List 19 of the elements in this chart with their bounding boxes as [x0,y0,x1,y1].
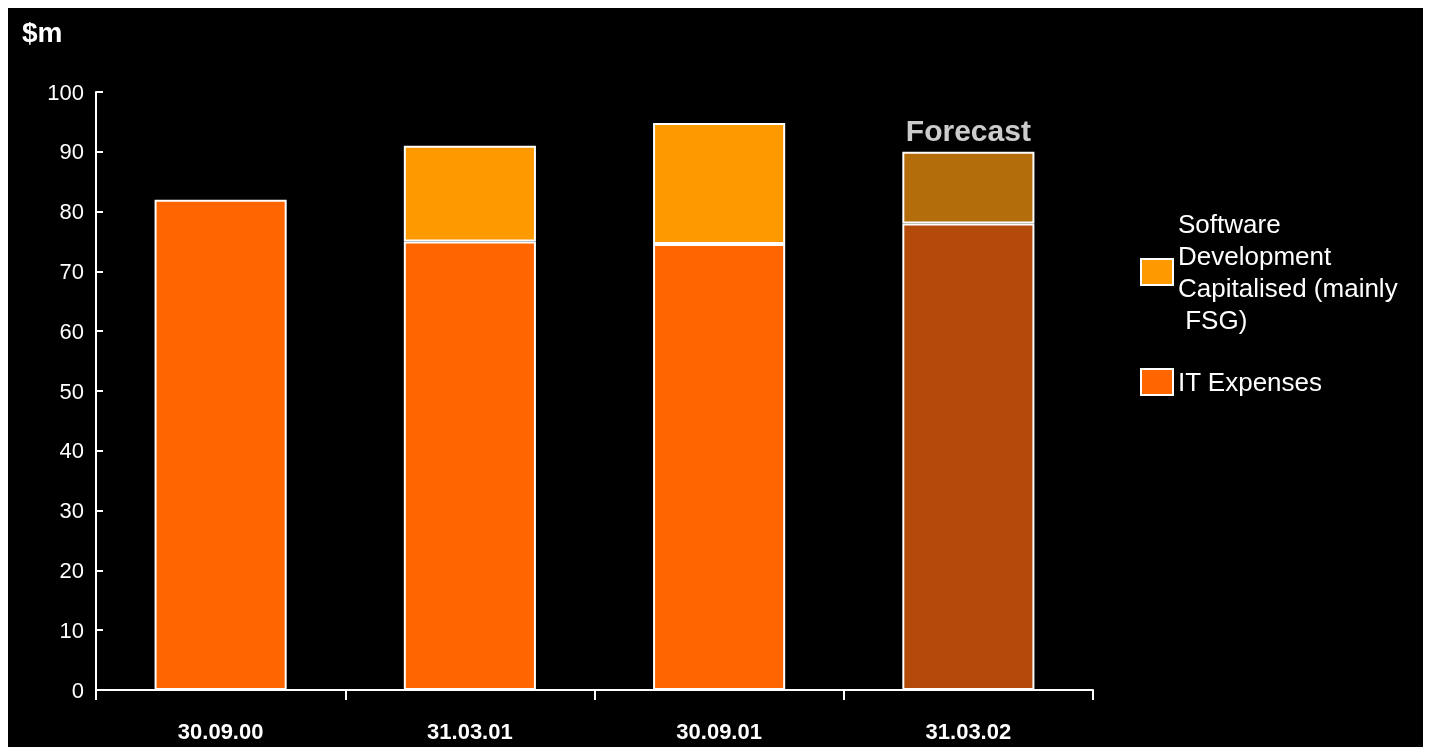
y-tick-label: 40 [59,438,84,464]
y-tick-label: 0 [71,677,84,703]
y-tick-label: 30 [59,498,84,524]
y-tick-label: 90 [59,139,84,165]
y-tick-label: 10 [59,617,84,643]
legend-label: Software Development Capitalised (mainly FSG) [1178,209,1398,335]
y-tick-label: 60 [59,318,84,344]
y-axis-title: $m [22,16,63,48]
y-tick-label: 80 [59,199,84,225]
y-tick-label: 20 [59,557,84,583]
y-tick-label: 50 [59,378,84,404]
x-tick-label: 30.09.00 [177,718,264,744]
y-tick-label: 100 [47,79,84,105]
x-tick-label: 30.09.01 [676,718,762,744]
annotation: Forecast [905,114,1031,148]
x-tick-label: 31.03.01 [427,718,513,744]
x-tick-label: 31.03.02 [925,718,1012,744]
y-tick-label: 70 [59,258,84,284]
legend-label: IT Expenses [1178,367,1323,397]
